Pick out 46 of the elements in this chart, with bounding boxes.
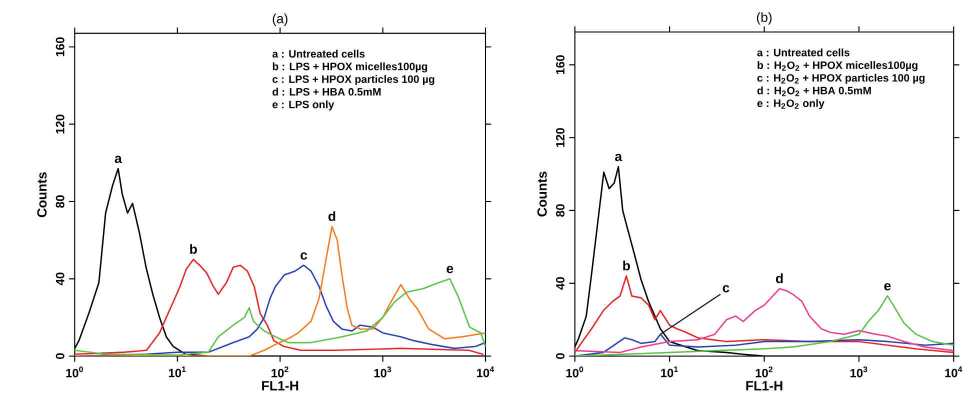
x-tick-label: 10$^{3}$	[374, 366, 392, 378]
annotation: d : H$_{2}$O$_{2}$ + HBA 0.5mM	[757, 86, 871, 96]
annotation: c : H$_{2}$O$_{2}$ + HPOX particles 100 µg	[757, 74, 925, 84]
series-label: a	[114, 156, 122, 164]
x-tick-label: 10$^{4}$	[477, 366, 494, 378]
series-label: b	[190, 244, 197, 254]
y-tick-label: 0	[556, 353, 565, 360]
annotation: a : Untreated cells	[272, 50, 365, 58]
x-axis-title: FL1-H	[262, 381, 298, 390]
series-label: c	[300, 252, 308, 260]
y-tick-label: 40	[556, 277, 565, 290]
y-tick-label: 160	[56, 37, 64, 56]
series-label: d	[776, 273, 783, 284]
x-axis-title: FL1-H	[746, 381, 782, 390]
y-axis-title: Counts	[37, 172, 47, 218]
chart-title: (a)	[272, 14, 288, 26]
y-axis-title: Counts	[537, 172, 547, 217]
chart-title: (b)	[756, 12, 772, 25]
series-label: d	[328, 211, 336, 222]
y-tick-label: 0	[56, 353, 64, 360]
annotation: b : LPS + HPOX micelles100µg	[272, 62, 428, 73]
annotation: c : LPS + HPOX particles 100 µg	[272, 75, 434, 86]
y-tick-label: 40	[56, 272, 64, 286]
annotation: e : LPS only	[272, 100, 334, 110]
x-tick-label: 10$^{1}$	[168, 366, 186, 378]
x-tick-label: 10$^{2}$	[756, 366, 773, 378]
annotation: a : Untreated cells	[757, 48, 850, 56]
y-tick-label: 120	[556, 128, 565, 147]
x-tick-label: 10$^{4}$	[945, 366, 962, 378]
x-tick-label: 10$^{0}$	[566, 366, 584, 378]
annotation: e : H$_{2}$O$_{2}$ only	[757, 99, 824, 110]
series-label: e	[446, 266, 454, 274]
x-tick-label: 10$^{2}$	[272, 366, 288, 378]
text: c	[722, 285, 730, 292]
y-tick-label: 160	[556, 55, 565, 74]
y-tick-label: 80	[56, 195, 64, 208]
series-label: e	[884, 283, 891, 291]
series-label: a	[615, 154, 622, 162]
annotation: b : H$_{2}$O$_{2}$ + HPOX micelles100µg	[758, 61, 918, 72]
y-tick-label: 120	[56, 114, 64, 134]
annotation: d : LPS + HBA 0.5mM	[272, 88, 381, 96]
x-tick-label: 10$^{3}$	[850, 366, 868, 378]
x-tick-label: 10$^{1}$	[661, 366, 678, 378]
series-label: b	[623, 260, 630, 270]
y-tick-label: 80	[556, 204, 565, 217]
x-tick-label: 10$^{0}$	[66, 366, 83, 378]
